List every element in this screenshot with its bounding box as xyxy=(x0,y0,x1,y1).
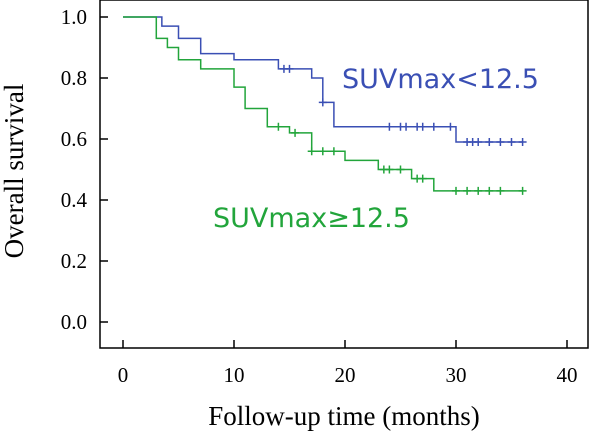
censor-mark xyxy=(318,98,327,107)
plot-frame xyxy=(99,0,589,349)
x-tick-label: 30 xyxy=(446,363,467,387)
series-line xyxy=(123,16,523,143)
censor-mark xyxy=(329,147,338,156)
x-tick-label: 20 xyxy=(335,363,356,387)
y-tick-label: 0.0 xyxy=(61,310,87,334)
censor-mark xyxy=(496,138,505,147)
censor-mark xyxy=(452,186,460,195)
censor-mark xyxy=(518,138,527,147)
censor-mark xyxy=(429,122,438,131)
censor-mark xyxy=(518,186,527,195)
censor-mark xyxy=(496,186,505,195)
censor-mark xyxy=(396,165,405,174)
y-tick-label: 0.4 xyxy=(61,188,88,212)
y-tick-label: 0.8 xyxy=(61,66,87,90)
censor-mark xyxy=(485,138,494,147)
censor-mark xyxy=(307,147,316,156)
series-1 xyxy=(123,16,527,195)
series-labels: SUVmax<12.5 SUVmax≥12.5 xyxy=(213,64,539,234)
censor-mark xyxy=(418,122,427,131)
series-label-suvmax-high: SUVmax≥12.5 xyxy=(213,203,410,234)
series-label-suvmax-low: SUVmax<12.5 xyxy=(342,64,539,95)
x-axis-title: Follow-up time (months) xyxy=(208,401,480,431)
censor-mark xyxy=(507,138,516,147)
censor-mark xyxy=(485,186,494,195)
y-tick-label: 0.2 xyxy=(61,249,87,273)
censor-mark xyxy=(291,128,300,137)
axes: 0.0 0.2 0.4 0.6 0.8 1.0 0 10 20 30 40 xyxy=(61,0,589,387)
x-tick-label: 40 xyxy=(557,363,578,387)
y-axis-title: Overall survival xyxy=(0,84,29,259)
censor-mark xyxy=(446,122,455,131)
censor-mark xyxy=(474,138,483,147)
series-0 xyxy=(123,16,527,147)
censor-mark xyxy=(285,64,294,73)
censor-mark xyxy=(385,122,394,131)
censor-mark xyxy=(274,122,283,131)
series-line xyxy=(123,16,523,192)
censor-mark xyxy=(402,122,411,131)
censor-mark xyxy=(385,165,394,174)
survival-curves xyxy=(123,16,527,195)
y-tick-label: 1.0 xyxy=(61,5,87,29)
y-tick-label: 0.6 xyxy=(61,127,87,151)
censor-mark xyxy=(474,186,483,195)
censor-mark xyxy=(318,147,327,156)
censor-mark xyxy=(463,186,472,195)
x-tick-label: 0 xyxy=(118,363,129,387)
x-tick-label: 10 xyxy=(224,363,245,387)
censor-mark xyxy=(418,174,427,183)
